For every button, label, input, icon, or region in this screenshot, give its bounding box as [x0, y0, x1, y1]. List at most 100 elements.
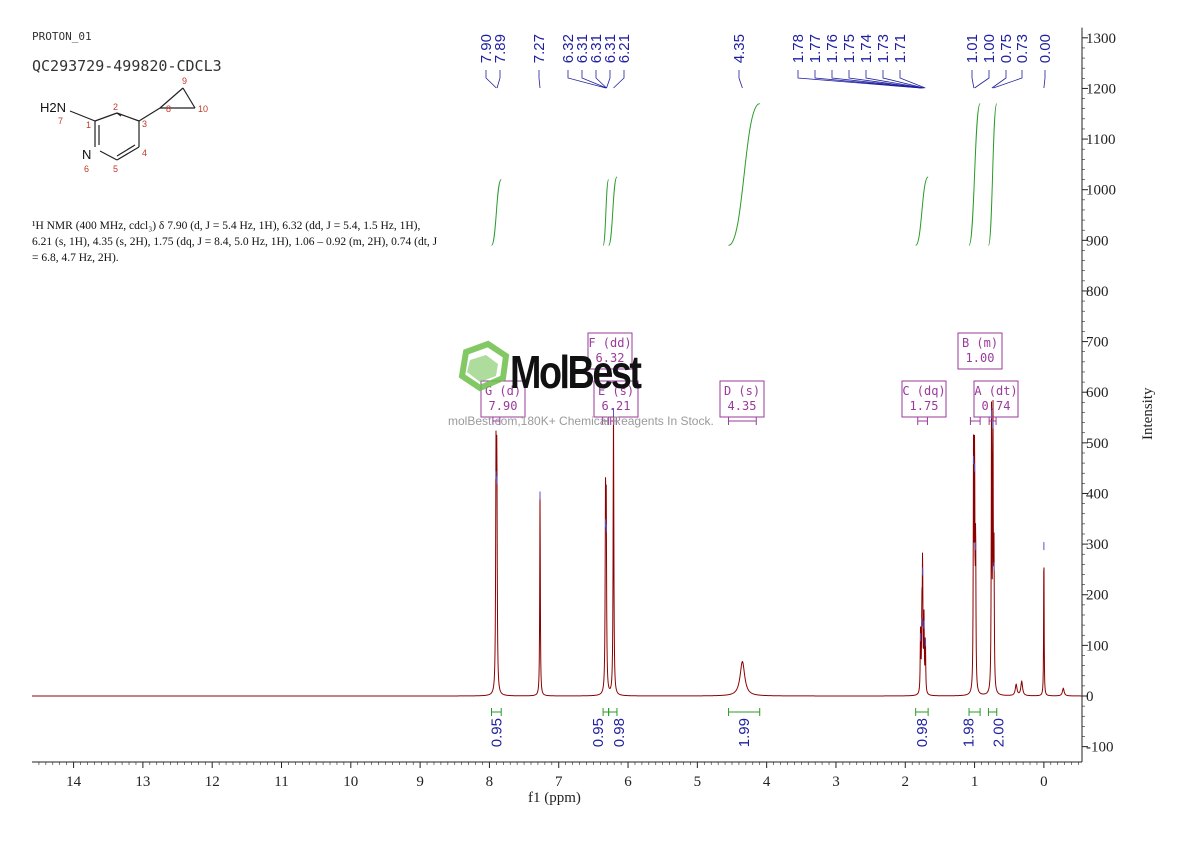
- peak-label-leader: [882, 70, 925, 89]
- integral-curve: [987, 103, 998, 246]
- peak-label: 4.35: [731, 34, 748, 63]
- y-axis-label: Intensity: [1140, 387, 1156, 441]
- peak-label-leader: [865, 70, 924, 89]
- y-tick-label: -100: [1086, 740, 1114, 756]
- multiplet-name: B (m): [962, 336, 998, 350]
- x-tick-label: 2: [902, 774, 910, 790]
- peak-label-leader: [848, 70, 923, 89]
- peak-label: 0.75: [998, 34, 1015, 63]
- y-tick-label: 800: [1086, 284, 1109, 300]
- x-tick-label: 12: [205, 774, 220, 790]
- multiplet-name: A (dt): [974, 384, 1017, 398]
- y-tick-label: 400: [1086, 486, 1109, 502]
- peak-label: 1.77: [807, 34, 824, 63]
- x-tick-label: 13: [135, 774, 150, 790]
- x-tick-label: 0: [1040, 774, 1048, 790]
- multiplet-name: F (dd): [588, 336, 631, 350]
- y-tick-label: 600: [1086, 385, 1109, 401]
- integral-value: 0.98: [914, 718, 931, 747]
- peak-label: 1.01: [964, 34, 981, 63]
- x-tick-label: 5: [694, 774, 702, 790]
- integral-value: 0.98: [611, 718, 628, 747]
- y-tick-label: 1100: [1086, 132, 1115, 148]
- integral-curve: [968, 103, 981, 246]
- peak-label-leader: [613, 70, 625, 89]
- x-tick-label: 7: [555, 774, 563, 790]
- multiplet-shift: 1.00: [966, 351, 995, 365]
- y-tick-label: 1300: [1086, 31, 1116, 47]
- spectrum-line: [32, 400, 1082, 697]
- integration-bars: 0.95 0.95 0.98 1.99 0.98 1.98 2.00: [488, 708, 1008, 747]
- x-tick-label: 3: [832, 774, 840, 790]
- integral-value: 1.98: [961, 718, 978, 747]
- peak-label-leader: [595, 70, 607, 89]
- x-tick-label: 9: [416, 774, 424, 790]
- y-tick-label: 500: [1086, 436, 1109, 452]
- peak-label-leader: [606, 70, 611, 89]
- multiplet-name: C (dq): [902, 384, 945, 398]
- spectrum-trace: [32, 400, 1082, 697]
- peak-label-leader: [567, 70, 606, 89]
- peak-label-leader: [1043, 70, 1046, 89]
- multiplet-shift: 4.35: [728, 399, 757, 413]
- y-tick-label: 200: [1086, 588, 1109, 604]
- multiplet-name: E (s): [598, 384, 634, 398]
- x-axis-label: f1 (ppm): [528, 790, 581, 806]
- y-tick-label: 700: [1086, 335, 1109, 351]
- peak-labels: 7.907.89 7.27 6.326.316.316.316.21 4.35 1.78…: [478, 34, 1054, 89]
- multiplet-shift: 1.75: [910, 399, 939, 413]
- peak-label: 7.90: [478, 34, 495, 63]
- integral-curve: [491, 179, 502, 246]
- peak-label-leader: [538, 70, 541, 89]
- y-tick-label: 1200: [1086, 81, 1116, 97]
- peak-label: 6.31: [588, 34, 605, 63]
- axes: 14 13 12 11 10 9 8 7 6 5 4 3 2 1 0-1000100200300400500…: [32, 27, 1116, 790]
- integral-curve: [608, 176, 618, 246]
- watermark-url: molBest.com,180K+ Chemical Reagents In S…: [448, 414, 714, 428]
- peak-label-leader: [974, 70, 990, 89]
- y-tick-label: 300: [1086, 537, 1109, 553]
- peak-label: 0.00: [1037, 34, 1054, 63]
- x-tick-label: 10: [343, 774, 358, 790]
- peak-label-leader: [993, 70, 1023, 89]
- experiment-label: PROTON_01: [32, 30, 92, 43]
- integral-value: 0.95: [488, 718, 505, 747]
- peak-label: 1.74: [858, 34, 875, 63]
- peak-label-leader: [991, 70, 1007, 89]
- peak-label-leader: [797, 70, 921, 89]
- multiplet-box: [719, 380, 765, 418]
- multiplet-shift: 6.21: [602, 399, 631, 413]
- peak-label: 7.89: [492, 34, 509, 63]
- multiplet-name: D (s): [724, 384, 760, 398]
- integral-curve: [602, 179, 610, 246]
- peak-label: 6.31: [602, 34, 619, 63]
- peak-label-leader: [899, 70, 926, 89]
- peak-label: 1.73: [875, 34, 892, 63]
- peak-label-leader: [971, 70, 975, 89]
- peak-label: 6.21: [616, 34, 633, 63]
- peak-label: 1.71: [892, 34, 909, 63]
- nmr-description: ¹H NMR (400 MHz, cdcl₃) δ 7.90 (d, J = 5…: [32, 220, 438, 264]
- peak-label: 7.27: [531, 34, 548, 63]
- integral-curve: [915, 176, 929, 246]
- integral-value: 0.95: [590, 718, 607, 747]
- peak-label-leader: [831, 70, 922, 89]
- peak-label-leader: [496, 70, 501, 89]
- peak-label: 1.78: [790, 34, 807, 63]
- peak-label: 6.31: [574, 34, 591, 63]
- multiplet-box: [587, 332, 633, 370]
- x-tick-label: 8: [486, 774, 494, 790]
- peak-label-leader: [814, 70, 922, 89]
- y-tick-label: 100: [1086, 638, 1109, 654]
- multiplet-box: [957, 332, 1003, 370]
- integral-curves: [491, 103, 998, 246]
- peak-label: 1.75: [841, 34, 858, 63]
- watermark-logo: MolBest: [510, 346, 642, 398]
- x-tick-label: 6: [624, 774, 632, 790]
- sample-name: QC293729-499820-CDCL3: [32, 57, 222, 75]
- integral-value: 1.99: [736, 718, 753, 747]
- multiplet-shift: 0.74: [982, 399, 1011, 413]
- peak-label: 0.73: [1014, 34, 1031, 63]
- multiplet-shift: 6.32: [596, 351, 625, 365]
